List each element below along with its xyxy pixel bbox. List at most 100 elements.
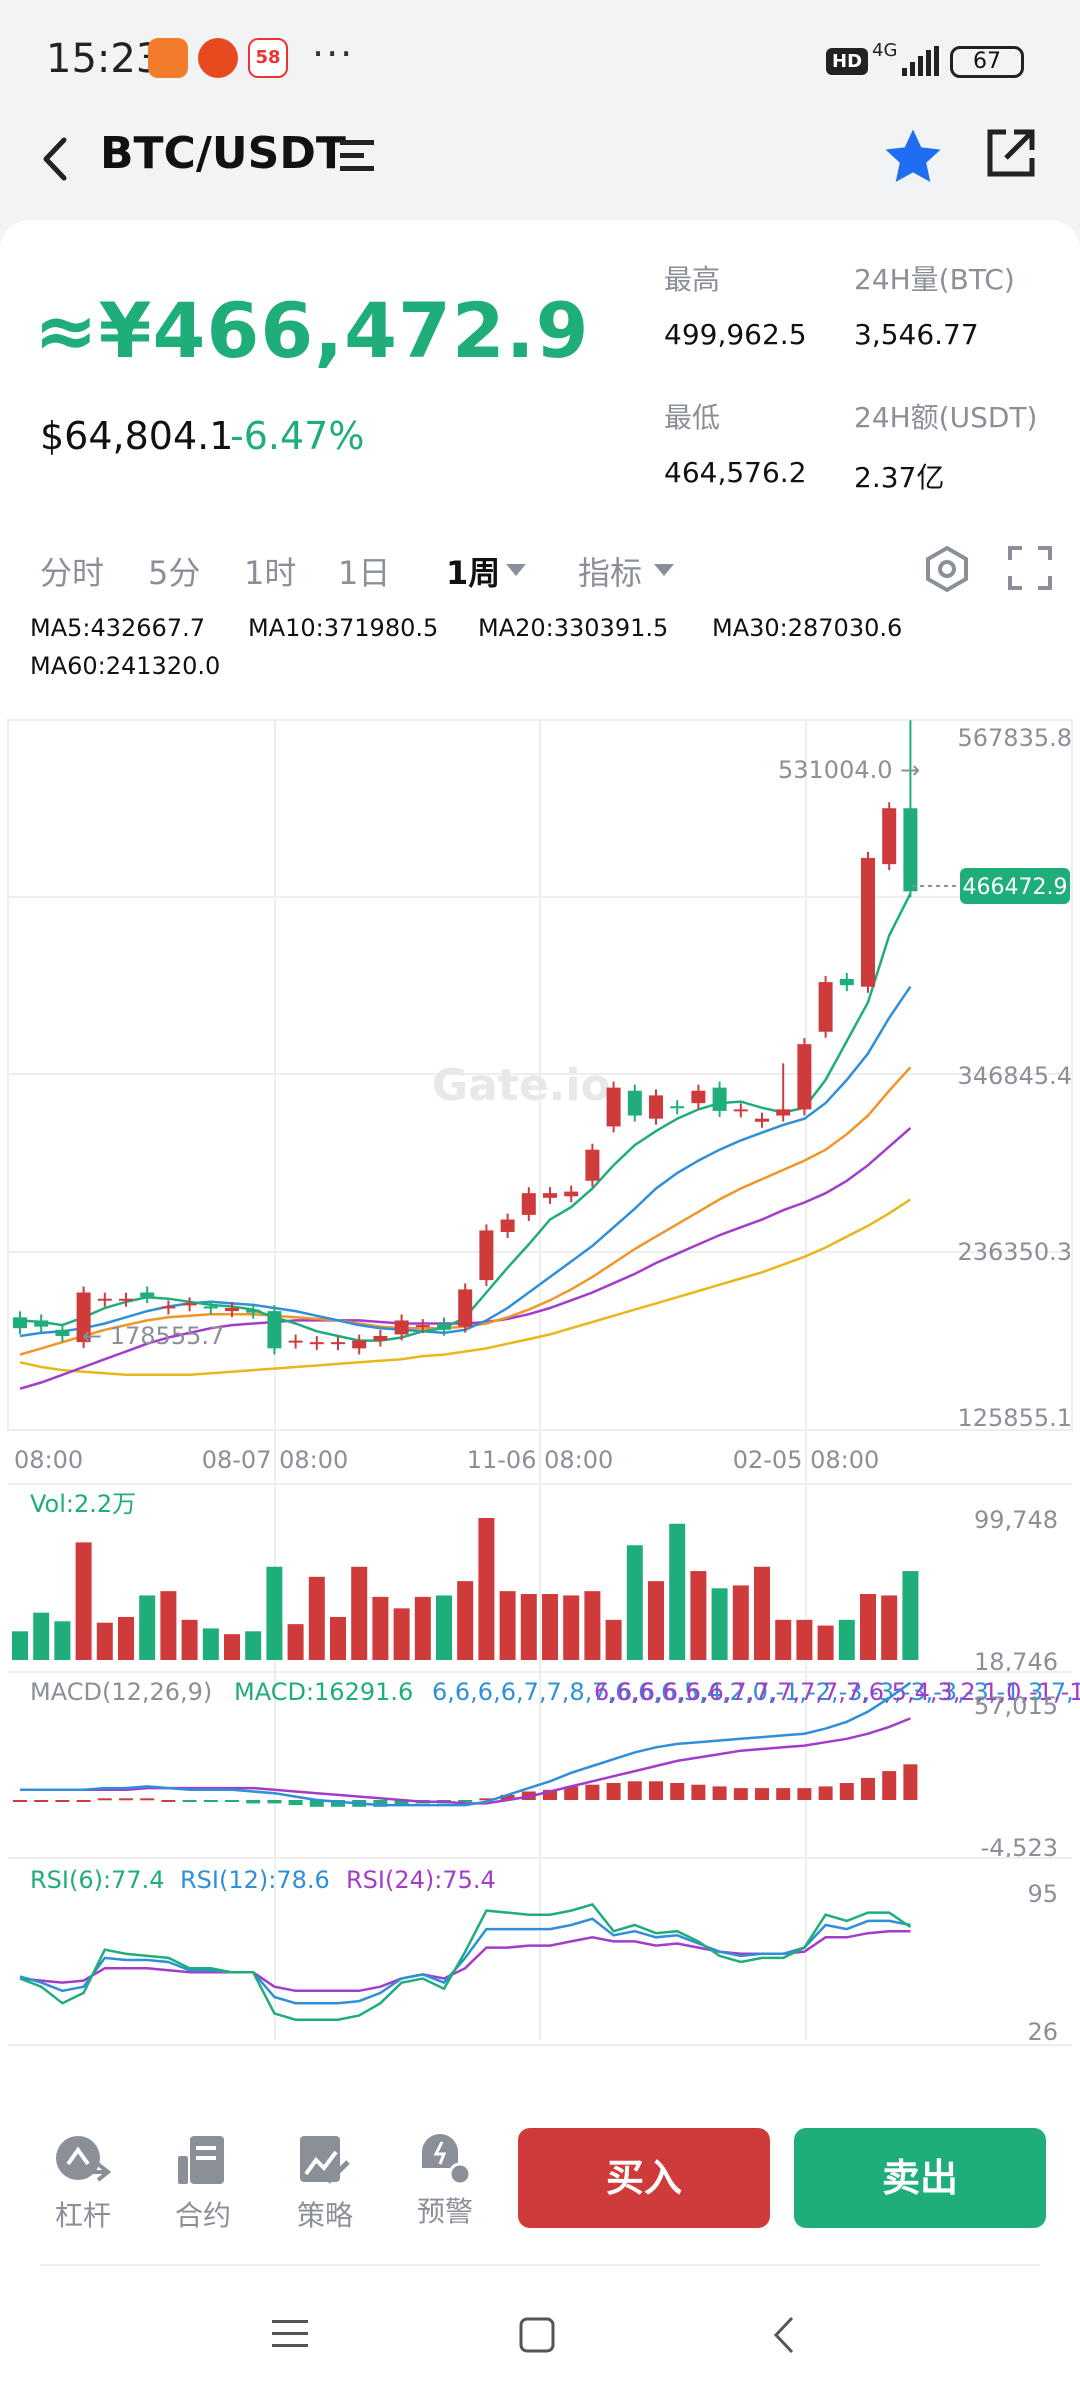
tab-1hour[interactable]: 1时 (244, 554, 297, 592)
app-58-icon: 58 (248, 38, 288, 78)
macd-histogram-bar (797, 1788, 812, 1800)
macd-histogram-bar (55, 1800, 70, 1802)
candle-body (712, 1087, 727, 1111)
volume-bar (266, 1566, 283, 1660)
indicators-dropdown-icon[interactable] (652, 562, 676, 578)
candle-body (797, 1044, 812, 1110)
candle-body (140, 1292, 155, 1298)
leverage-label[interactable]: 杠杆 (54, 2199, 111, 2232)
tab-5min[interactable]: 5分 (148, 554, 201, 592)
contract-label[interactable]: 合约 (174, 2199, 231, 2232)
macd-histogram-bar (458, 1800, 473, 1802)
volume-bar (838, 1619, 855, 1660)
macd-histogram-bar (903, 1764, 918, 1800)
volume-bar (436, 1595, 452, 1660)
candle-body (733, 1109, 748, 1112)
candle-body (352, 1340, 367, 1349)
volume-bar (584, 1591, 601, 1660)
chart-settings-icon[interactable] (922, 544, 972, 594)
macd-histogram-bar (119, 1798, 133, 1801)
macd-histogram-bar (712, 1786, 727, 1800)
fullscreen-icon[interactable] (1006, 544, 1054, 592)
candle-body (13, 1317, 27, 1329)
kline-chart[interactable]: Gate.io 567835.8 346845.4 236350.3 12585… (0, 600, 1080, 2080)
candle-body (521, 1193, 536, 1215)
tab-timeshare[interactable]: 分时 (40, 554, 105, 592)
candle-body (246, 1309, 261, 1313)
volume-bar (160, 1591, 177, 1660)
sell-button[interactable]: 卖出 (794, 2128, 1046, 2228)
volume-bar (478, 1518, 495, 1660)
macd-histogram-bar (309, 1800, 324, 1807)
candle-body (76, 1292, 91, 1343)
strategy-icon[interactable] (298, 2134, 352, 2188)
rsi12-value: RSI(12):78.6 (180, 1866, 330, 1894)
volume-bar (499, 1591, 516, 1660)
volume-bar (520, 1594, 537, 1660)
leverage-icon[interactable] (54, 2134, 112, 2188)
macd-value: MACD:16291.6 (234, 1678, 413, 1706)
ma5-value: MA5:432667.7 (30, 614, 205, 642)
volume-bar (457, 1581, 474, 1660)
candle-body (818, 982, 833, 1032)
candle-body (839, 978, 854, 986)
candle-body (203, 1306, 218, 1309)
volume-bar (711, 1588, 728, 1660)
amt24-value: 2.37亿 (854, 461, 945, 494)
candle-body (585, 1149, 600, 1181)
volume-bar (881, 1595, 898, 1660)
tab-1week[interactable]: 1周 (446, 554, 501, 592)
alert-icon[interactable] (418, 2132, 474, 2188)
tab-1day[interactable]: 1日 (338, 554, 391, 592)
volume-bar (669, 1523, 686, 1660)
y-tick: 236350.3 (957, 1238, 1072, 1266)
volume-bar (732, 1585, 749, 1660)
strategy-label[interactable]: 策略 (296, 2199, 353, 2232)
macd-histogram-bar (267, 1800, 282, 1804)
candle-body (119, 1298, 133, 1301)
candle-body (627, 1090, 642, 1116)
contract-icon[interactable] (176, 2134, 228, 2188)
volume-bar (330, 1616, 346, 1660)
status-time: 15:23 (46, 36, 162, 82)
tab-1week-dropdown-icon[interactable] (504, 562, 528, 578)
back-icon[interactable] (36, 134, 76, 184)
candle-body (161, 1306, 176, 1309)
macd-histogram-bar (691, 1784, 706, 1800)
share-icon[interactable] (980, 124, 1040, 184)
buy-button[interactable]: 买入 (518, 2128, 770, 2228)
volume-bar (54, 1621, 71, 1660)
rsi6-value: RSI(6):77.4 (30, 1866, 165, 1894)
low-label: 最低 (664, 401, 721, 434)
pair-switch-menu-icon[interactable] (338, 136, 378, 176)
candle-body (267, 1311, 282, 1349)
tab-indicators[interactable]: 指标 (578, 554, 643, 592)
volume-bar (139, 1595, 156, 1660)
recent-apps-icon[interactable] (270, 2316, 310, 2352)
divider (40, 2264, 1040, 2266)
rsi-y-tick: 26 (1027, 2018, 1058, 2046)
volume-bar (796, 1619, 813, 1660)
macd-histogram-bar (97, 1798, 112, 1801)
volume-bar (202, 1628, 219, 1660)
x-tick: 11-06 08:00 (467, 1446, 614, 1474)
ma10-value: MA10:371980.5 (248, 614, 439, 642)
macd-label: MACD(12,26,9) (30, 1678, 212, 1706)
macd-histogram-bar (373, 1800, 388, 1807)
favorite-star-icon[interactable] (880, 124, 946, 190)
candle-body (373, 1335, 388, 1341)
current-price-tag-text: 466472.9 (963, 875, 1068, 900)
candle-body (755, 1118, 769, 1122)
candle-body (861, 857, 875, 987)
macd-histogram-bar (882, 1771, 897, 1800)
candle-body (691, 1090, 706, 1104)
system-back-icon[interactable] (770, 2314, 798, 2356)
volume-bar (12, 1631, 28, 1660)
candle-body (309, 1342, 324, 1345)
volume-bar (563, 1595, 580, 1660)
volume-bar (33, 1612, 50, 1660)
alert-label[interactable]: 预警 (416, 2195, 473, 2228)
x-tick: 08:00 (14, 1446, 83, 1474)
home-icon[interactable] (518, 2316, 556, 2354)
pair-title[interactable]: BTC/USDT (100, 128, 346, 179)
